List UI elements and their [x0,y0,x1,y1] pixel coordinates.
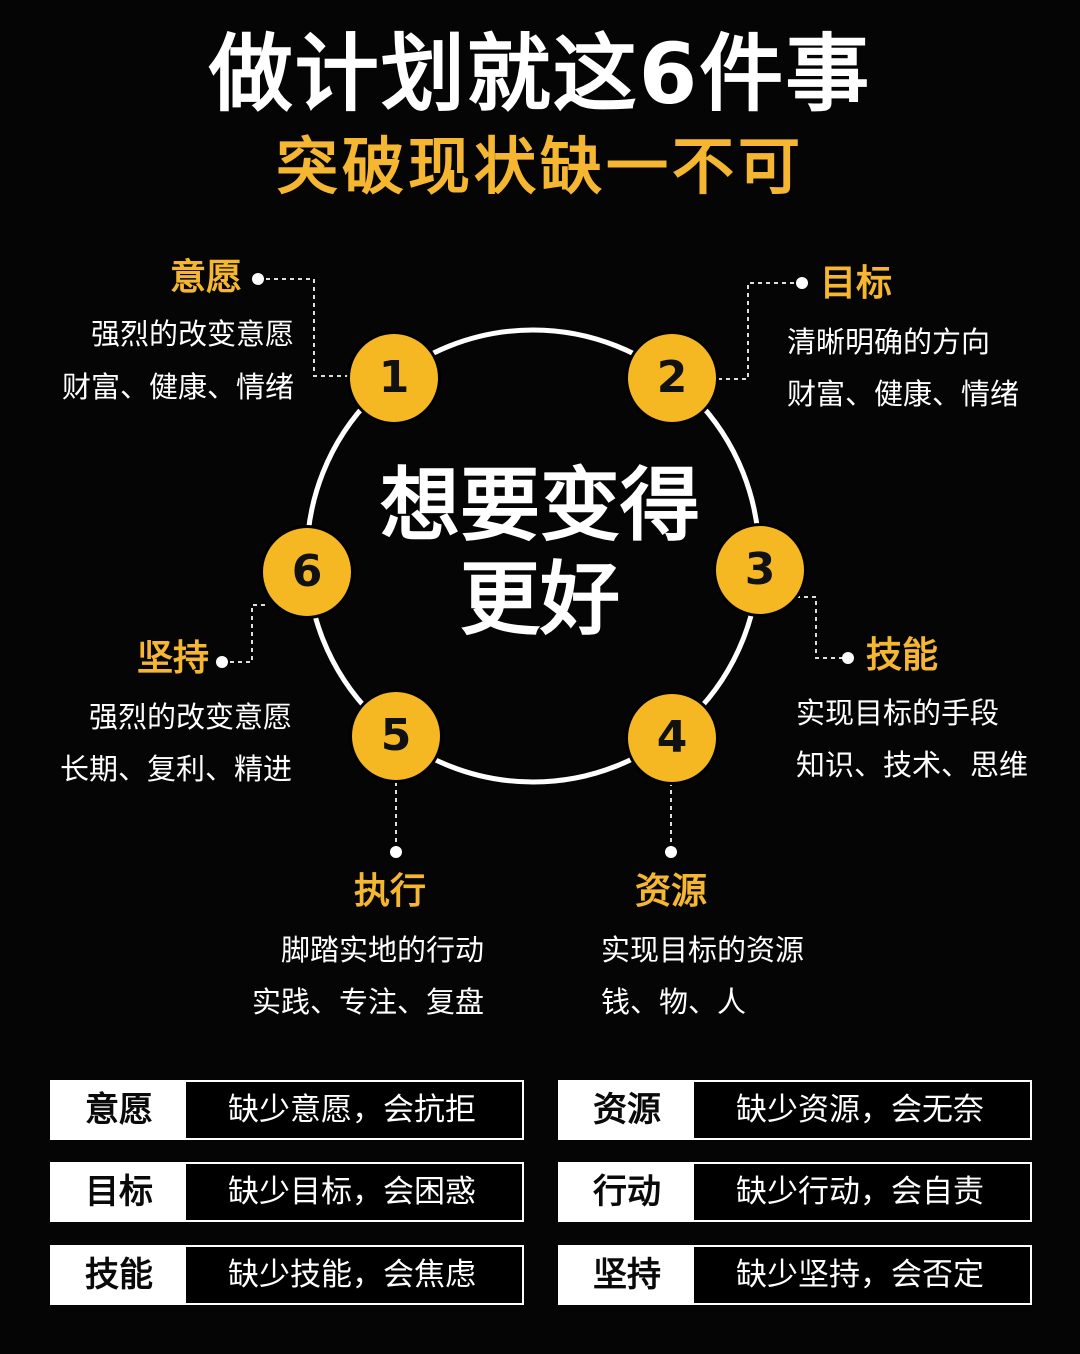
table-key: 技能 [52,1247,186,1303]
node-2-heading: 目标 [820,263,893,304]
node-4-desc-1: 实现目标的资源 [601,933,805,967]
dot-5 [390,846,402,858]
connector-dots [216,273,854,858]
node-5-heading: 执行 [354,871,427,912]
node-1-desc-2: 财富、健康、情绪 [61,370,294,404]
page-title: 做计划就这6件事 [208,25,872,123]
node-4-desc-2: 钱、物、人 [601,985,747,1019]
table-row: 意愿 缺少意愿，会抗拒 [50,1080,524,1140]
node-1-heading: 意愿 [169,257,242,298]
table-key: 坚持 [560,1247,694,1303]
node-1-desc-1: 强烈的改变意愿 [90,317,294,351]
node-6-desc-1: 强烈的改变意愿 [88,700,292,734]
connector-2 [712,282,802,380]
table-row: 目标 缺少目标，会困惑 [50,1162,524,1222]
table-row: 坚持 缺少坚持，会否定 [558,1245,1032,1305]
node-6-heading: 坚持 [136,638,209,679]
table-key: 资源 [560,1082,694,1138]
connector-3 [796,596,848,659]
node-2-desc-2: 财富、健康、情绪 [787,377,1020,411]
node-5: 5 [352,692,440,780]
node-2-desc-1: 清晰明确的方向 [787,325,991,359]
dot-6 [216,656,228,668]
node-5-desc-1: 脚踏实地的行动 [280,933,484,967]
node-3-heading: 技能 [866,635,939,676]
table-key: 行动 [560,1164,694,1220]
connector-1 [258,278,350,377]
table-key: 目标 [52,1164,186,1220]
node-3: 3 [716,526,804,614]
node-6: 6 [263,528,351,616]
node-1: 1 [350,334,438,422]
table-key: 意愿 [52,1082,186,1138]
connector-lines [222,278,848,852]
table-value: 缺少技能，会焦虑 [186,1247,522,1303]
table-value: 缺少行动，会自责 [694,1164,1030,1220]
node-5-desc-2: 实践、专注、复盘 [251,985,484,1019]
table-value: 缺少坚持，会否定 [694,1247,1030,1303]
node-4-heading: 资源 [635,871,708,912]
node-6-desc-2: 长期、复利、精进 [59,752,292,786]
node-2: 2 [628,334,716,422]
table-value: 缺少意愿，会抗拒 [186,1082,522,1138]
table-value: 缺少资源，会无奈 [694,1082,1030,1138]
table-value: 缺少目标，会困惑 [186,1164,522,1220]
table-row: 资源 缺少资源，会无奈 [558,1080,1032,1140]
dot-4 [665,846,677,858]
center-text-line1: 想要变得 [380,459,700,552]
table-row: 技能 缺少技能，会焦虑 [50,1245,524,1305]
dot-1 [252,273,264,285]
table-row: 行动 缺少行动，会自责 [558,1162,1032,1222]
dot-2 [796,277,808,289]
dot-3 [842,652,854,664]
node-3-desc-1: 实现目标的手段 [796,696,1000,730]
node-3-desc-2: 知识、技术、思维 [796,748,1029,782]
center-text-line2: 更好 [460,553,620,646]
connector-6 [222,604,268,663]
page-subtitle: 突破现状缺一不可 [275,130,804,203]
node-4: 4 [628,694,716,782]
